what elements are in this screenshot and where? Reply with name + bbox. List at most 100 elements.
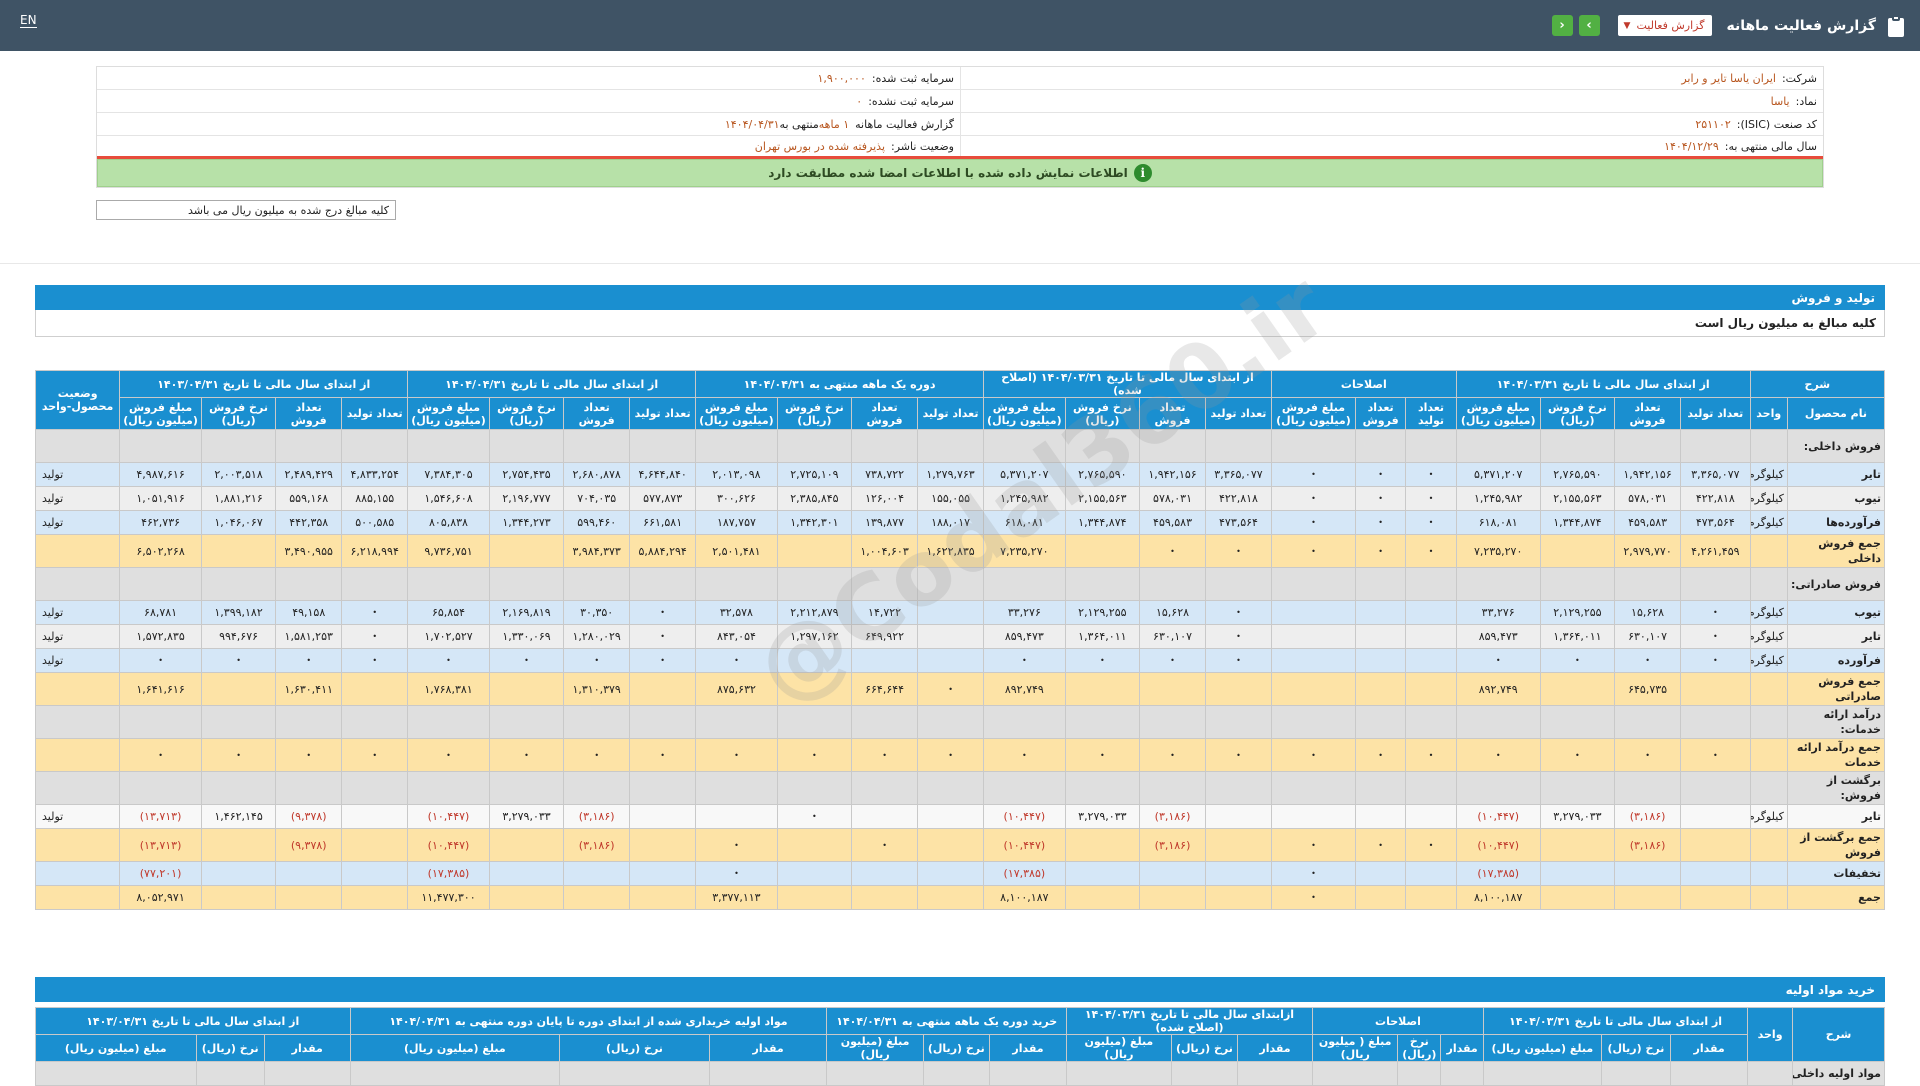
group-header: از ابتدای سال مالی تا تاریخ ۱۴۰۴/۰۳/۳۱ (1483, 1007, 1749, 1035)
table-cell: ۶۱۸,۰۸۱ (983, 510, 1066, 535)
table-cell (1614, 705, 1682, 739)
column-header: واحد (1749, 397, 1788, 430)
table-cell: • (1354, 738, 1407, 772)
table-cell (695, 771, 778, 805)
table-cell (1139, 861, 1206, 886)
table-cell: ۳۲,۵۷۸ (695, 600, 778, 625)
table-cell: ۱,۳۱۰,۳۷۹ (563, 672, 631, 706)
prev-button[interactable]: ‹ (1551, 15, 1573, 36)
table-cell (1405, 885, 1457, 910)
table-cell (563, 861, 631, 886)
table-cell (1270, 672, 1356, 706)
table-cell: ۷,۲۳۵,۲۷۰ (983, 534, 1066, 568)
table-cell: ۶,۲۱۸,۹۹۴ (341, 534, 409, 568)
product-status (34, 861, 121, 886)
language-toggle[interactable]: EN (20, 13, 37, 28)
report-type-select[interactable]: گزارش فعالیت ▼ (1617, 15, 1713, 36)
table-cell: • (851, 828, 919, 862)
table-cell (629, 885, 697, 910)
table-cell: • (1405, 738, 1457, 772)
table-row: تایر کیلوگرم • ۶۳۰,۱۰۷ ۱,۳۶۴,۰۱۱ ۸۵۹,۴۷۳ • ۶۳۰,… (34, 624, 1886, 649)
table-cell: • (1354, 828, 1407, 862)
table-cell: ۴۲۲,۸۱۸ (1205, 486, 1272, 511)
column-header: تعداد فروش (1139, 397, 1206, 430)
table-cell (1539, 429, 1616, 463)
table-cell: • (1205, 648, 1272, 673)
verification-notice: i اطلاعات نمایش داده شده با اطلاعات امضا… (97, 159, 1823, 187)
table-cell: (۱۰,۴۴۷) (407, 828, 490, 862)
table-cell (1270, 567, 1356, 601)
table-cell (1205, 672, 1272, 706)
table-cell: ۵۷۸,۰۳۱ (1614, 486, 1682, 511)
table-cell: ۲,۷۵۴,۴۳۵ (488, 462, 565, 487)
table-cell: ۶۵,۸۵۴ (407, 600, 490, 625)
column-header: نرخ (ریال) (922, 1034, 990, 1062)
table-cell: کیلوگرم (1749, 804, 1788, 829)
table-cell: • (563, 738, 631, 772)
table-cell (275, 885, 343, 910)
table-cell: ۱,۵۷۲,۸۳۵ (119, 624, 202, 649)
group-header: اصلاحات (1270, 370, 1457, 398)
table-cell: • (1680, 738, 1751, 772)
table-cell: کیلوگرم (1749, 600, 1788, 625)
table-cell (195, 1061, 265, 1086)
table-cell (1064, 567, 1141, 601)
column-header: نرخ (ریال) (1397, 1034, 1442, 1062)
table-cell (917, 861, 985, 886)
table-cell: ۲,۴۸۹,۴۲۹ (275, 462, 343, 487)
table-cell (407, 567, 490, 601)
table-cell: ۱,۳۴۴,۸۷۴ (1539, 510, 1616, 535)
table-cell (1270, 648, 1356, 673)
table-cell: ۲,۹۷۹,۷۷۰ (1614, 534, 1682, 568)
table-cell: • (200, 648, 277, 673)
table-cell (1354, 705, 1407, 739)
table-cell: (۳,۱۸۶) (1614, 804, 1682, 829)
table-cell: کیلوگرم (1749, 510, 1788, 535)
table-cell (1354, 624, 1407, 649)
table-cell: ۱۲۶,۰۰۴ (851, 486, 919, 511)
group-header: واحد (1747, 1007, 1794, 1062)
table-cell: • (1539, 738, 1616, 772)
table-cell (851, 648, 919, 673)
table-cell (341, 804, 409, 829)
table-row: درآمد ارائه خدمات: (34, 705, 1886, 739)
table-cell (1405, 429, 1457, 463)
table-cell: ۸,۰۵۲,۹۷۱ (119, 885, 202, 910)
divider (0, 263, 1920, 264)
table-cell: ۱,۳۴۴,۲۷۳ (488, 510, 565, 535)
symbol-value: یاسا (1770, 94, 1790, 108)
row-label: فرآورده‌ها (1786, 510, 1886, 535)
column-header: مقدار (1670, 1034, 1749, 1062)
table-cell (488, 567, 565, 601)
table-cell (708, 1061, 828, 1086)
table-cell (1354, 600, 1407, 625)
report-period-label: گزارش فعالیت ماهانه (855, 117, 954, 131)
table-cell (1749, 861, 1788, 886)
table-cell: ۱,۶۴۱,۶۱۶ (119, 672, 202, 706)
table-cell: • (1455, 738, 1541, 772)
table-cell: ۱,۷۰۲,۵۲۷ (407, 624, 490, 649)
group-header: وضعیت محصول-واحد (34, 370, 121, 430)
column-header: مقدار (1440, 1034, 1485, 1062)
table-cell (1270, 705, 1356, 739)
table-cell (1064, 705, 1141, 739)
table-cell (1270, 600, 1356, 625)
table-cell (275, 705, 343, 739)
table-cell (119, 705, 202, 739)
table-row: فروش داخلی: (34, 429, 1886, 463)
table-cell (917, 771, 985, 805)
next-button[interactable]: › (1578, 15, 1600, 36)
table-cell (341, 705, 409, 739)
table-cell: ۲,۱۲۹,۲۵۵ (1064, 600, 1141, 625)
table-cell (776, 567, 853, 601)
table-cell (983, 567, 1066, 601)
table-cell: ۸۸۵,۱۵۵ (341, 486, 409, 511)
table-cell: ۱۵۵,۰۵۵ (917, 486, 985, 511)
table-cell: (۱۷,۳۸۵) (1455, 861, 1541, 886)
table-cell: ۳۰۰,۶۲۶ (695, 486, 778, 511)
column-header: مبلغ فروش (میلیون ریال) (695, 397, 778, 430)
group-header: از ابتدای سال مالی تا تاریخ ۱۴۰۴/۰۳/۳۱ (… (983, 370, 1272, 398)
table-cell: ۷۳۸,۷۲۲ (851, 462, 919, 487)
table-cell (119, 567, 202, 601)
table-cell: • (1205, 624, 1272, 649)
